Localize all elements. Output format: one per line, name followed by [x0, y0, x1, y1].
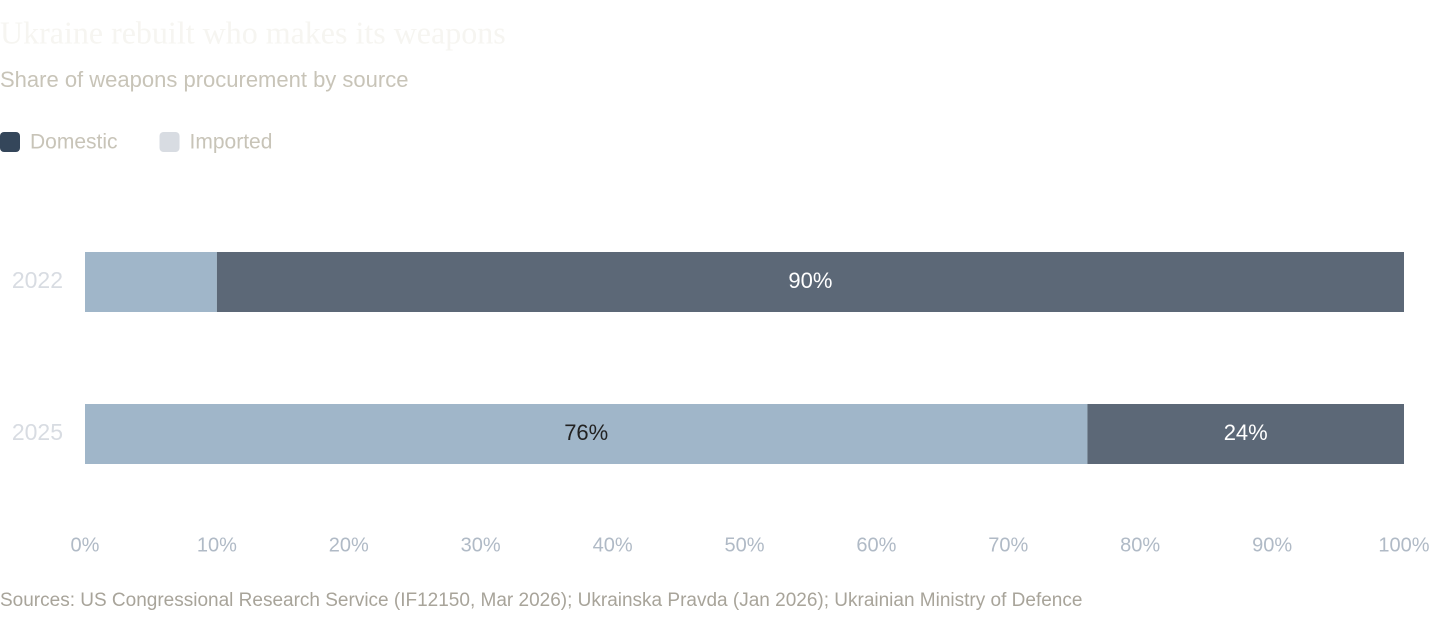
- chart-subtitle: Share of weapons procurement by source: [0, 67, 408, 92]
- data-label: 24%: [1224, 420, 1268, 445]
- bar-segment: [85, 404, 1088, 464]
- bar-segment: [1087, 404, 1404, 464]
- bar-segment: [85, 252, 217, 312]
- legend-label: Imported: [190, 131, 273, 154]
- x-tick-label: 40%: [593, 534, 633, 556]
- source-note: Sources: US Congressional Research Servi…: [0, 590, 1082, 611]
- x-tick-label: 90%: [1252, 534, 1292, 556]
- y-tick-label: 2022: [12, 267, 63, 293]
- x-tick-label: 20%: [329, 534, 369, 556]
- x-tick-label: 60%: [856, 534, 896, 556]
- data-label: 90%: [788, 268, 832, 293]
- bar-segment: [216, 252, 1404, 312]
- legend-label: Domestic: [30, 131, 118, 154]
- x-tick-label: 10%: [197, 534, 237, 556]
- legend-swatch: [0, 132, 20, 152]
- x-tick-label: 80%: [1120, 534, 1160, 556]
- chart-title: Ukraine rebuilt who makes its weapons: [0, 14, 506, 50]
- x-tick-label: 100%: [1378, 534, 1429, 556]
- x-tick-label: 50%: [724, 534, 764, 556]
- data-label: 76%: [564, 420, 608, 445]
- x-tick-label: 30%: [461, 534, 501, 556]
- legend-swatch: [159, 132, 180, 152]
- y-tick-label: 2025: [12, 419, 63, 445]
- x-tick-label: 70%: [988, 534, 1028, 556]
- x-tick-label: 0%: [71, 534, 100, 556]
